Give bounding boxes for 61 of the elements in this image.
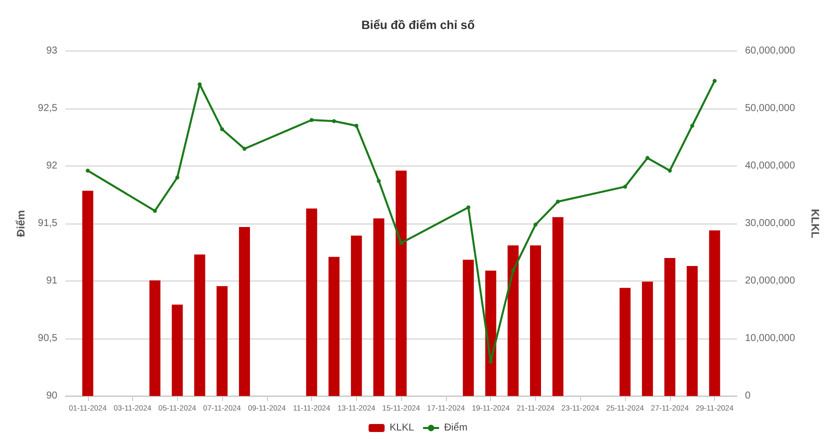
point <box>354 124 358 128</box>
y2-tick-label: 20,000,000 <box>745 276 796 286</box>
point <box>310 118 314 122</box>
y2-tick-label: 40,000,000 <box>745 160 796 172</box>
y2-tick-label: 30,000,000 <box>745 218 796 229</box>
bar <box>306 208 318 396</box>
y2-tick-label: 50,000,000 <box>745 103 796 114</box>
bar <box>216 286 228 396</box>
bar <box>149 280 160 396</box>
bar <box>396 170 407 396</box>
point <box>511 268 516 273</box>
y2-tick-label: 60,000,000 <box>745 46 796 56</box>
y-tick-label: 93 <box>46 46 58 56</box>
point <box>623 184 628 189</box>
bar <box>328 256 340 396</box>
y-tick-label: 91,5 <box>38 218 58 229</box>
point <box>690 124 694 128</box>
bar <box>194 254 206 396</box>
point <box>466 205 470 210</box>
point <box>534 222 538 227</box>
y2-tick-label: 10,000,000 <box>745 333 796 344</box>
bar <box>664 258 676 396</box>
point <box>712 78 717 83</box>
point <box>556 200 560 204</box>
bar <box>238 226 250 396</box>
y-tick-label: 92 <box>46 160 58 172</box>
bar <box>552 217 564 396</box>
y-tick-label: 92,5 <box>38 103 58 114</box>
bar <box>508 245 519 396</box>
point <box>175 176 180 180</box>
bar <box>82 190 94 396</box>
point <box>198 82 202 86</box>
y-tick-label: 90,5 <box>38 333 58 344</box>
point <box>242 146 246 151</box>
legend-label: KLKL <box>390 422 414 434</box>
point <box>645 156 650 160</box>
bar <box>620 288 631 396</box>
y2-axis-title: KLKL <box>808 208 820 238</box>
point <box>332 119 336 124</box>
y2-tick-label: 0 <box>745 390 751 402</box>
chart-title: Biểu đồ điểm chỉ số <box>361 18 475 32</box>
bar <box>462 260 474 396</box>
bar <box>686 266 698 396</box>
bar <box>350 236 362 396</box>
point <box>152 208 157 213</box>
legend-label: Điểm <box>444 422 468 434</box>
bar <box>373 218 384 396</box>
point <box>668 168 672 173</box>
bar <box>172 304 183 396</box>
y-tick-label: 91 <box>46 276 58 286</box>
bar <box>485 270 496 396</box>
point <box>399 241 404 246</box>
point <box>488 360 493 364</box>
y-axis-title: Điểm <box>16 210 28 237</box>
point <box>86 168 90 173</box>
point <box>220 127 224 132</box>
y-tick-label: 90 <box>46 390 58 402</box>
bar <box>709 230 720 396</box>
bar <box>642 282 653 396</box>
bar <box>530 245 542 396</box>
point <box>376 178 381 183</box>
